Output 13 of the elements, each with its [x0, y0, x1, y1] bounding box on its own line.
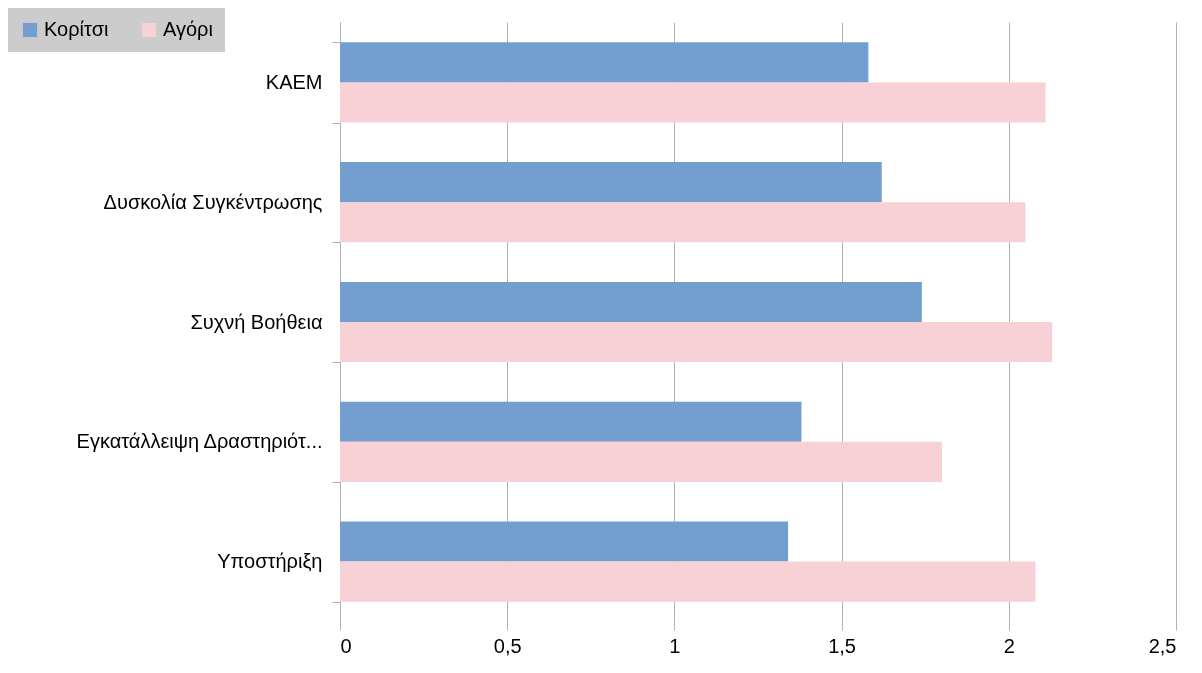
- y-tick-label: Εγκατάλλειψη Δραστηριότ...: [76, 430, 323, 453]
- x-tick-label: 2,5: [1148, 634, 1177, 657]
- y-tick-label: Δυσκολία Συγκέντρωσης: [103, 190, 323, 213]
- y-tick-label: Συχνή Βοήθεια: [190, 310, 323, 333]
- legend-label: Αγόρι: [163, 18, 213, 40]
- y-tick-label: ΚΑΕΜ: [265, 70, 323, 93]
- x-tick-label: 0: [340, 634, 352, 657]
- legend-label: Κορίτσι: [44, 18, 109, 40]
- x-tick-label: 1,5: [828, 634, 857, 657]
- y-tick-label: Υποστήριξη: [217, 550, 323, 573]
- x-tick-label: 2: [1003, 634, 1015, 657]
- x-tick-label: 0,5: [493, 634, 522, 657]
- x-tick-label: 1: [669, 634, 681, 657]
